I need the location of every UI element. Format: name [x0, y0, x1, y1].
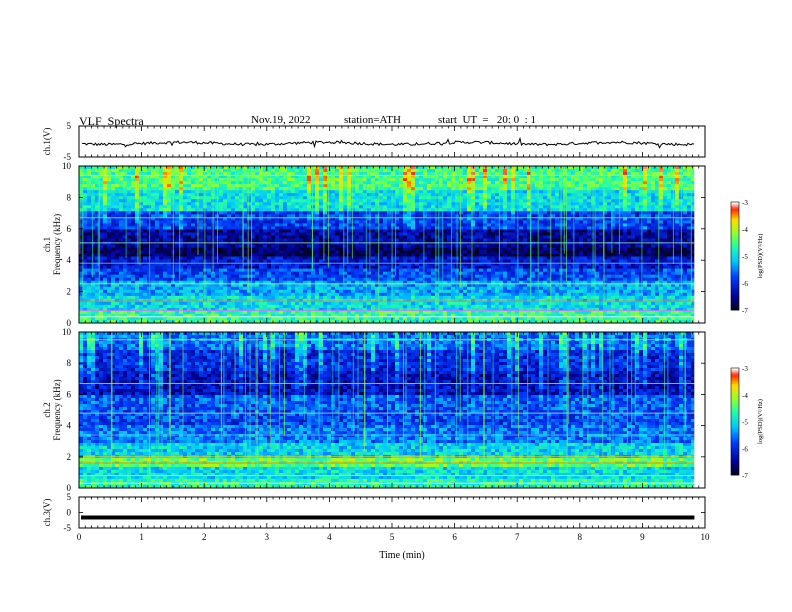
ch3-waveform-y-tick-label: 5	[67, 492, 72, 502]
ch3-waveform-y-tick-label: -5	[64, 523, 72, 533]
ch2-spectrogram-y-tick-label: 4	[67, 421, 72, 431]
ch1-spectrogram-y-tick-label: 2	[67, 287, 72, 297]
colorbar-tick-label: -3	[742, 199, 748, 207]
ch1-waveform-yticks: 5 -5	[64, 121, 705, 162]
colorbar-tick-label: -6	[742, 280, 748, 288]
ch1-spectrogram-y-tick-label: 6	[67, 224, 72, 234]
x-axis-label: Time (min)	[379, 550, 424, 561]
x-tick-label-9: 9	[640, 532, 645, 542]
x-tick-label-4: 4	[327, 532, 332, 542]
start-time-label: start UT = 20: 0 : 1	[438, 114, 536, 126]
x-tick-label-6: 6	[452, 532, 457, 542]
x-tick-label-2: 2	[202, 532, 207, 542]
ch1-spectrogram-ylabel-0: ch.1	[42, 237, 52, 252]
chart-title: VLF Spectra	[79, 114, 144, 128]
ch3-waveform-ylabel-0: ch.3(V)	[42, 499, 52, 527]
ch3-waveform-xticks: 0 1 2 3 4 5 6 7 8 9 10	[77, 497, 710, 542]
ch1-spectrogram-y-tick-label: 4	[67, 255, 72, 265]
ch2-spectrogram-yticks: 0 2 4 6 8 10	[62, 327, 705, 493]
ch1-waveform-ylabel-0: ch.1(V)	[42, 128, 52, 156]
x-tick-label-5: 5	[390, 532, 395, 542]
x-tick-label-1: 1	[139, 532, 144, 542]
ch1-spectrogram-y-tick-label: 8	[67, 192, 72, 202]
ch3-waveform-yticks: 5 0 -5	[64, 492, 705, 533]
ch1-waveform-xticks	[78, 126, 706, 157]
colorbar-tick-label: -4	[742, 226, 748, 234]
ch2-spectrogram-ylabel-1: Frequency (kHz)	[52, 379, 62, 440]
ch1-spectrogram-y-tick-label: 0	[67, 318, 72, 328]
ch2-spectrogram-y-tick-label: 2	[67, 452, 72, 462]
ch1-waveform-y-tick-label: 5	[67, 121, 72, 131]
x-tick-label-10: 10	[701, 532, 711, 542]
x-tick-label-7: 7	[515, 532, 520, 542]
ch1-spectrogram-ylabel-1: Frequency (kHz)	[52, 214, 62, 275]
colorbar-tick-label: -4	[742, 392, 748, 400]
station-label: station=ATH	[344, 114, 401, 126]
colorbar-tick-label: -5	[742, 253, 748, 261]
spectrogram-ch2	[79, 332, 705, 489]
x-tick-label-0: 0	[77, 532, 82, 542]
ch1-spectrogram-y-tick-label: 10	[62, 161, 72, 171]
colorbar-tick-label: -3	[742, 365, 748, 373]
x-tick-label-8: 8	[578, 532, 583, 542]
ch3-waveform-y-tick-label: 0	[67, 508, 72, 518]
ch2-spectrogram-y-tick-label: 8	[67, 358, 72, 368]
x-tick-label-3: 3	[265, 532, 270, 542]
colorbar-tick-label: -7	[742, 307, 748, 315]
colorbar-label: log(PSD)(V²/Hz)	[757, 234, 764, 279]
ch1-spectrogram-yticks: 0 2 4 6 8 10	[62, 161, 705, 328]
colorbar-tick-label: -7	[742, 472, 748, 480]
date-label: Nov.19, 2022	[251, 114, 311, 126]
ch2-spectrogram-ylabel-0: ch.2	[42, 402, 52, 417]
colorbar-tick-label: -5	[742, 419, 748, 427]
colorbar-label: log(PSD)(V²/Hz)	[757, 399, 764, 444]
waveform-ch1-line	[81, 136, 695, 149]
colorbar-ch1: -3 -4 -5 -6 -7 log(PSD)(V²/Hz)	[730, 199, 764, 315]
colorbar-ch2: -3 -4 -5 -6 -7 log(PSD)(V²/Hz)	[730, 365, 764, 480]
ch2-spectrogram-xticks	[78, 332, 706, 488]
ch2-spectrogram-y-tick-label: 10	[62, 327, 72, 337]
spectrogram-ch1	[79, 166, 705, 324]
ch1-spectrogram-xticks	[78, 166, 706, 323]
waveform-ch1	[81, 136, 695, 149]
ch2-spectrogram-y-tick-label: 0	[67, 483, 72, 493]
colorbar-tick-label: -6	[742, 445, 748, 453]
ch2-spectrogram-y-tick-label: 6	[67, 389, 72, 399]
ch1-waveform-y-tick-label: -5	[64, 152, 72, 162]
